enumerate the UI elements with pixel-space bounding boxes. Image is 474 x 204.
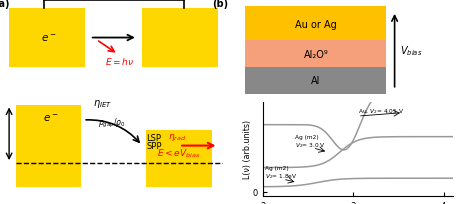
Bar (246, 68, 386, 94)
Text: Ag (m2)
$V_2$= 1.8eV: Ag (m2) $V_2$= 1.8eV (265, 165, 297, 180)
Text: $\eta_{rad}$: $\eta_{rad}$ (168, 131, 186, 142)
Text: $E = h\nu$: $E = h\nu$ (105, 55, 134, 66)
Bar (246, 7, 386, 41)
Text: SPP: SPP (146, 141, 162, 150)
Text: Al₂O⁹: Al₂O⁹ (303, 50, 328, 60)
Text: Au, $V_2$= 4.05 V: Au, $V_2$= 4.05 V (358, 106, 404, 115)
Text: $E < eV_{bias}$: $E < eV_{bias}$ (157, 147, 201, 159)
Text: Ag (m2)
$V_2$= 3.0 V: Ag (m2) $V_2$= 3.0 V (295, 134, 326, 149)
Bar (146, 131, 212, 187)
Text: $\rho_{gap}/\rho_0$: $\rho_{gap}/\rho_0$ (99, 116, 126, 129)
Text: (b): (b) (212, 0, 228, 9)
Text: (a): (a) (0, 0, 9, 9)
Text: $e^-$: $e^-$ (41, 33, 56, 44)
Bar (9, 9, 85, 68)
Text: $e^-$: $e^-$ (43, 113, 58, 124)
Text: LSP: LSP (146, 133, 162, 142)
Y-axis label: L(ν) (arb.units): L(ν) (arb.units) (243, 120, 252, 178)
Text: Al: Al (311, 76, 320, 86)
Text: Au or Ag: Au or Ag (295, 20, 337, 30)
Bar (16, 105, 81, 187)
Text: $\eta_{IET}$: $\eta_{IET}$ (93, 97, 112, 109)
Bar (246, 41, 386, 68)
Bar (142, 9, 219, 68)
Text: $V_{bias}$: $V_{bias}$ (400, 44, 422, 58)
